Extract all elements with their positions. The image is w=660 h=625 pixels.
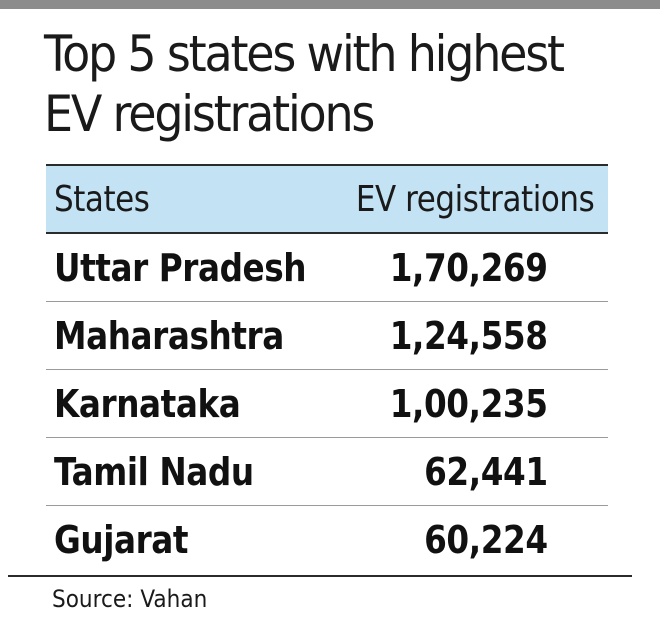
ev-registrations-value: 1,00,235 xyxy=(390,381,548,426)
table-row: Karnataka 1,00,235 xyxy=(46,370,608,438)
bottom-divider xyxy=(8,575,632,577)
top-band xyxy=(0,0,660,9)
table-row: Maharashtra 1,24,558 xyxy=(46,302,608,370)
ev-registrations-value: 60,224 xyxy=(424,518,548,562)
column-header-states: States xyxy=(54,178,150,220)
table-row: Tamil Nadu 62,441 xyxy=(46,438,608,506)
ev-registrations-value: 1,24,558 xyxy=(390,313,548,358)
state-name: Uttar Pradesh xyxy=(54,245,307,290)
table-row: Uttar Pradesh 1,70,269 xyxy=(46,234,608,302)
column-header-ev-registrations: EV registrations xyxy=(355,178,595,220)
source-note: Source: Vahan xyxy=(52,585,208,613)
table-row: Gujarat 60,224 xyxy=(46,506,608,574)
ev-registrations-value: 1,70,269 xyxy=(390,245,548,290)
state-name: Tamil Nadu xyxy=(54,449,254,494)
state-name: Gujarat xyxy=(54,518,189,562)
data-table: States EV registrations Uttar Pradesh 1,… xyxy=(46,164,608,574)
state-name: Karnataka xyxy=(54,381,241,426)
chart-title: Top 5 states with highest EV registratio… xyxy=(44,25,565,143)
table-header-row: States EV registrations xyxy=(46,164,608,234)
state-name: Maharashtra xyxy=(54,313,284,358)
ev-registrations-value: 62,441 xyxy=(424,449,548,494)
